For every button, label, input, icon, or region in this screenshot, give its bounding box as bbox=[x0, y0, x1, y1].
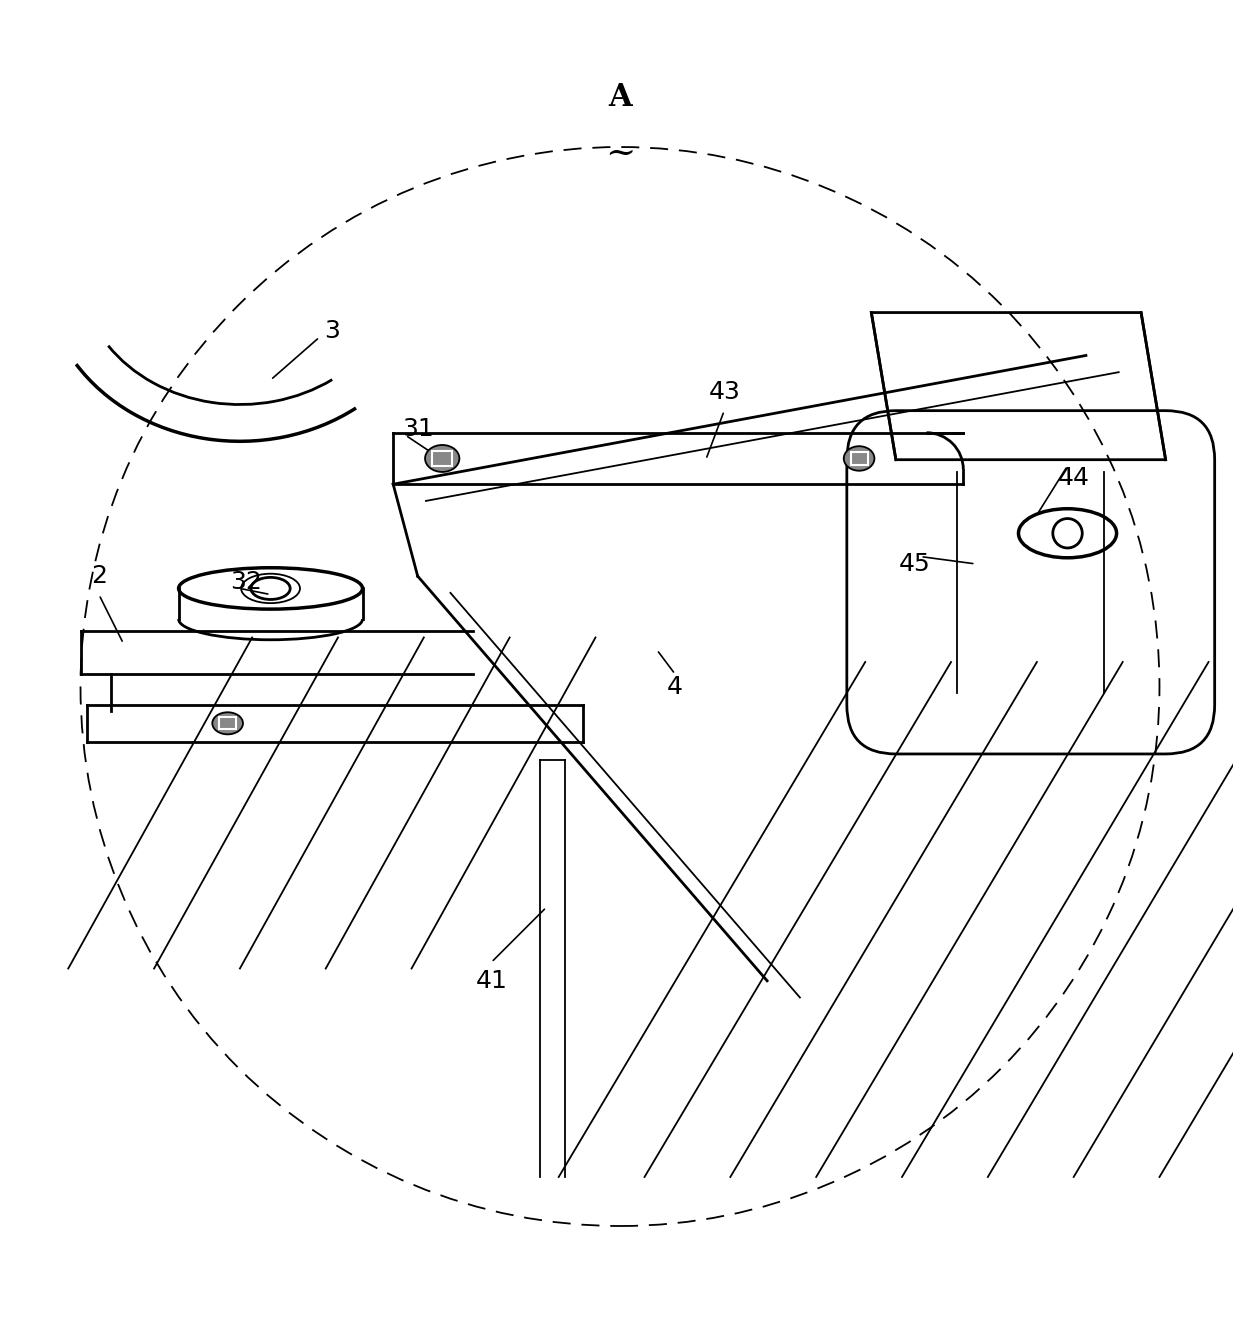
Ellipse shape bbox=[425, 445, 459, 471]
Text: 44: 44 bbox=[1058, 466, 1090, 490]
Text: ~: ~ bbox=[605, 136, 635, 171]
Text: 43: 43 bbox=[708, 380, 740, 404]
Ellipse shape bbox=[212, 712, 243, 735]
Text: 45: 45 bbox=[899, 552, 930, 576]
Ellipse shape bbox=[843, 446, 874, 471]
Text: 3: 3 bbox=[324, 319, 340, 343]
Text: 4: 4 bbox=[667, 674, 683, 699]
Text: 32: 32 bbox=[231, 571, 262, 594]
Text: 31: 31 bbox=[402, 417, 434, 441]
Text: 2: 2 bbox=[91, 564, 107, 588]
Text: 41: 41 bbox=[475, 969, 507, 993]
Text: A: A bbox=[608, 82, 632, 114]
